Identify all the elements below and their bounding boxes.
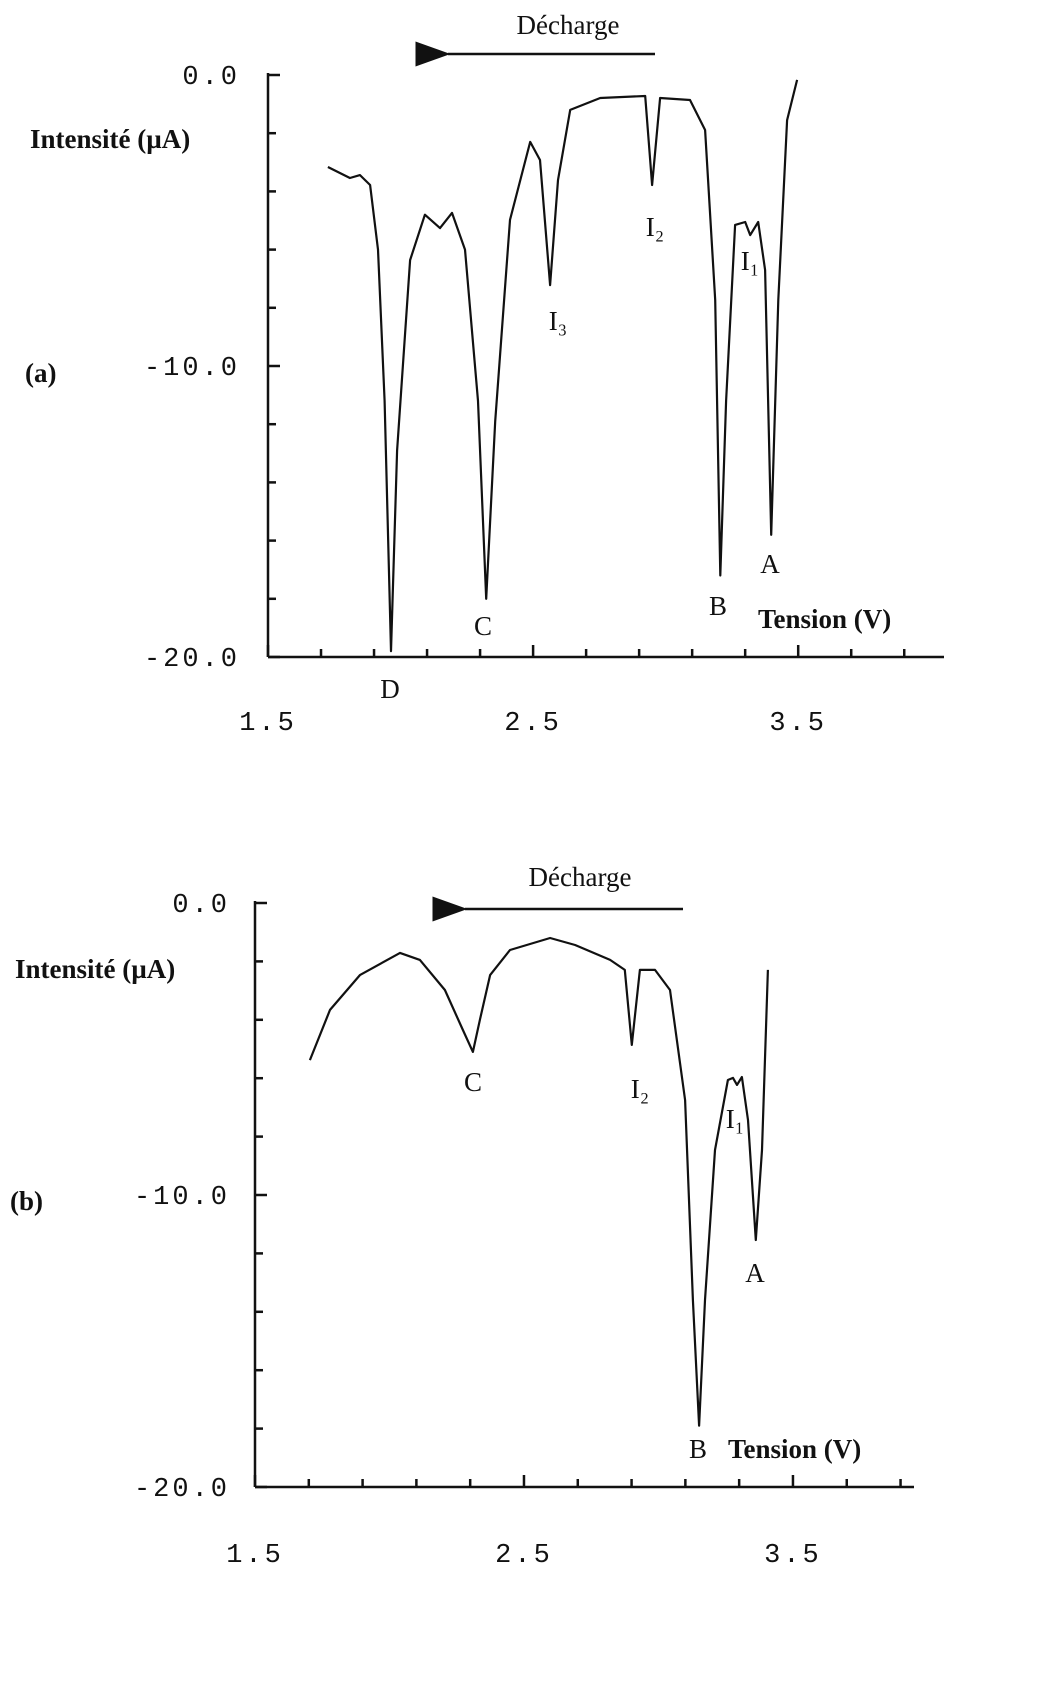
peak-label: C (464, 1067, 482, 1097)
y-tick-label: -20.0 (134, 1475, 230, 1505)
x-axis-label: Tension (V) (728, 1434, 861, 1464)
x-tick-label: 1.5 (226, 1541, 284, 1571)
chart-title: Décharge (529, 862, 632, 892)
y-tick-label: -10.0 (134, 1183, 230, 1213)
x-axis-label: Tension (V) (758, 604, 891, 634)
y-axis-label: Intensité (µA) (30, 124, 190, 154)
panel-label: (b) (10, 1186, 43, 1216)
y-tick-label: -10.0 (144, 354, 240, 384)
y-axis-label: Intensité (µA) (15, 954, 175, 984)
peak-label: I₁ (726, 1104, 744, 1134)
x-tick-label: 3.5 (764, 1541, 822, 1571)
chart-title: Décharge (517, 10, 620, 40)
peak-label: A (760, 549, 780, 579)
y-tick-label: 0.0 (182, 63, 240, 93)
peak-label: B (709, 591, 727, 621)
curve (327, 79, 799, 653)
panel-label: (a) (25, 358, 56, 388)
peak-label: D (380, 674, 400, 704)
y-tick-label: -20.0 (144, 645, 240, 675)
y-tick-label: 0.0 (172, 891, 230, 921)
x-tick-label: 2.5 (495, 1541, 553, 1571)
peak-label: I₂ (631, 1074, 649, 1104)
peak-label: C (474, 611, 492, 641)
x-tick-label: 2.5 (504, 709, 562, 739)
peak-label: I₁ (741, 246, 759, 276)
peak-label: I₃ (549, 306, 567, 336)
x-tick-label: 1.5 (239, 709, 297, 739)
peak-label: A (745, 1258, 765, 1288)
peak-label: I₂ (646, 212, 664, 242)
peak-label: B (689, 1434, 707, 1464)
x-tick-label: 3.5 (769, 709, 827, 739)
curve (308, 936, 769, 1427)
